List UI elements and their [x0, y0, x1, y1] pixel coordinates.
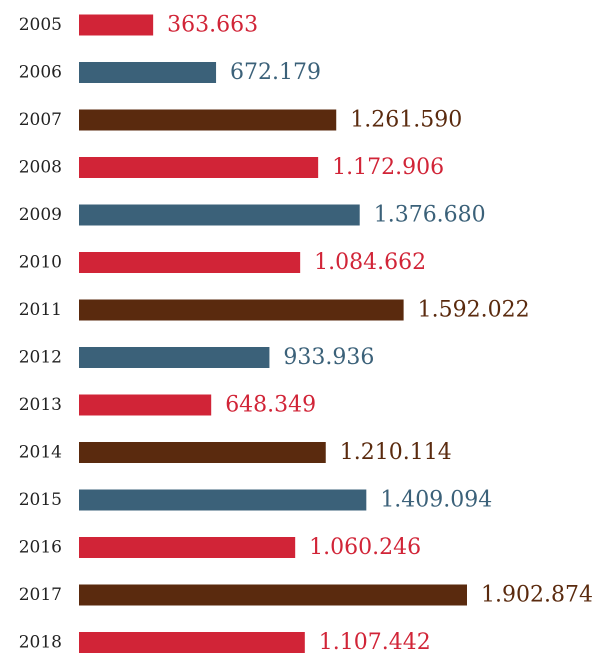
bar-2009 [79, 204, 360, 226]
bar-2013 [79, 394, 212, 416]
bar-2012 [79, 347, 270, 368]
bar-row-2011: 2011 1.592.022 [19, 298, 530, 323]
bar-row-2014: 2014 1.210.114 [19, 440, 452, 465]
year-label: 2007 [19, 110, 62, 130]
bar-2014 [79, 442, 326, 463]
year-label: 2018 [19, 633, 62, 653]
bar-2011 [79, 299, 404, 321]
bar-2010 [79, 252, 301, 273]
year-label: 2015 [19, 490, 62, 510]
bar-rows: 2005 363.663 2006 672.179 2007 1.261.590 2008 1… [19, 13, 593, 653]
year-label: 2005 [19, 15, 62, 35]
bar-row-2009: 2009 1.376.680 [19, 203, 486, 228]
bar-2017 [79, 584, 467, 606]
value-label: 672.179 [230, 60, 321, 85]
bar-2016 [79, 537, 296, 558]
value-label: 1.376.680 [374, 203, 486, 228]
value-label: 1.261.590 [350, 108, 462, 133]
bar-row-2010: 2010 1.084.662 [19, 250, 426, 275]
bar-row-2015: 2015 1.409.094 [19, 488, 493, 513]
bar-2015 [79, 489, 367, 511]
value-label: 1.084.662 [314, 250, 426, 275]
value-label: 1.210.114 [340, 440, 452, 465]
year-label: 2012 [19, 348, 62, 368]
value-label: 933.936 [283, 345, 374, 370]
value-label: 1.592.022 [418, 298, 530, 323]
value-label: 363.663 [167, 13, 258, 38]
bar-2005 [79, 14, 154, 36]
year-label: 2009 [19, 205, 62, 225]
value-label: 1.107.442 [319, 630, 431, 653]
bar-2006 [79, 62, 217, 83]
year-label: 2006 [19, 63, 62, 83]
bar-row-2006: 2006 672.179 [19, 60, 321, 85]
bar-row-2017: 2017 1.902.874 [19, 583, 593, 608]
year-label: 2014 [19, 443, 62, 463]
value-label: 648.349 [225, 393, 316, 418]
value-label: 1.060.246 [309, 535, 421, 560]
value-label: 1.902.874 [481, 583, 593, 608]
year-label: 2008 [19, 158, 62, 178]
bar-row-2005: 2005 363.663 [19, 13, 258, 38]
bar-row-2018: 2018 1.107.442 [19, 630, 431, 653]
value-label: 1.172.906 [332, 155, 444, 180]
bar-2007 [79, 109, 337, 131]
bar-row-2012: 2012 933.936 [19, 345, 375, 370]
year-label: 2011 [19, 300, 62, 320]
bar-row-2016: 2016 1.060.246 [19, 535, 421, 560]
bar-row-2007: 2007 1.261.590 [19, 108, 462, 133]
bar-2008 [79, 157, 319, 178]
bar-row-2008: 2008 1.172.906 [19, 155, 444, 180]
value-label: 1.409.094 [380, 488, 492, 513]
year-label: 2017 [19, 585, 62, 605]
year-label: 2016 [19, 538, 62, 558]
bar-row-2013: 2013 648.349 [19, 393, 316, 418]
year-label: 2013 [19, 395, 62, 415]
year-label: 2010 [19, 253, 62, 273]
bar-2018 [79, 632, 305, 653]
